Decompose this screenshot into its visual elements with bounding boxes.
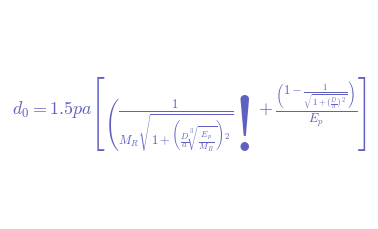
- Text: $d_0 = 1.5pa\left[\left(\frac{1}{M_R\sqrt{1+\left(\frac{D}{a}\sqrt[3]{\frac{E_p}: $d_0 = 1.5pa\left[\left(\frac{1}{M_R\sqr…: [12, 75, 366, 154]
